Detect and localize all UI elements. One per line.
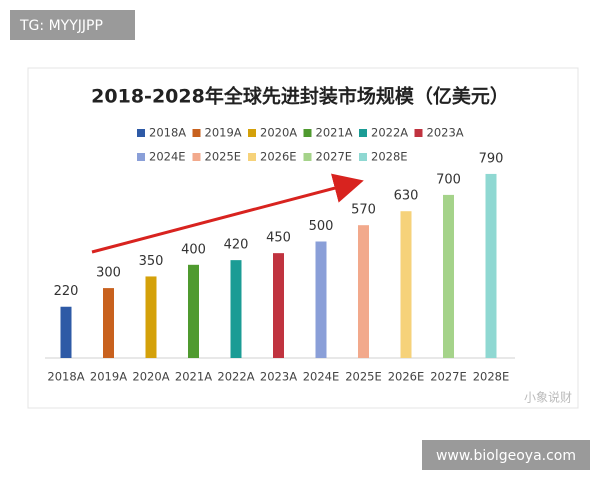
x-tick-label: 2024E xyxy=(303,370,340,384)
legend-label: 2020A xyxy=(260,126,297,140)
legend-swatch xyxy=(248,129,256,137)
legend-swatch xyxy=(248,153,256,161)
watermark: 小象说财 xyxy=(524,390,572,405)
value-label: 300 xyxy=(96,266,121,281)
trend-arrow xyxy=(91,173,364,254)
legend-swatch xyxy=(359,129,367,137)
x-tick-label: 2025E xyxy=(345,370,382,384)
legend-label: 2022A xyxy=(371,126,408,140)
legend-swatch xyxy=(303,129,312,137)
badge-box xyxy=(10,10,135,40)
legend-swatch xyxy=(303,153,312,161)
legend-label: 2028E xyxy=(371,150,408,164)
x-tick-label: 2028E xyxy=(473,370,510,384)
legend-label: 2019A xyxy=(205,126,242,140)
bar xyxy=(358,225,369,358)
legend-swatch xyxy=(137,129,145,137)
legend-swatch xyxy=(414,129,423,137)
legend-label: 2024E xyxy=(149,150,186,164)
value-label: 400 xyxy=(181,242,206,257)
value-label: 420 xyxy=(224,238,249,253)
legend-swatch xyxy=(137,153,145,161)
value-label: 350 xyxy=(139,254,164,269)
x-tick-label: 2018A xyxy=(47,370,84,384)
legend-label: 2026E xyxy=(260,150,297,164)
legend-label: 2018A xyxy=(149,126,186,140)
legend-swatch xyxy=(359,153,367,161)
legend-label: 2025E xyxy=(205,150,242,164)
legend-label: 2023A xyxy=(427,126,464,140)
badge: TG: MYYJJPP xyxy=(19,18,103,34)
x-tick-label: 2020A xyxy=(132,370,169,384)
x-tick-label: 2021A xyxy=(175,370,212,384)
footer-box xyxy=(422,440,590,470)
bar xyxy=(443,194,454,358)
legend-swatch xyxy=(192,153,201,161)
bar xyxy=(400,211,412,358)
bar xyxy=(145,276,157,358)
value-label: 790 xyxy=(479,151,504,166)
x-tick-label: 2023A xyxy=(260,370,297,384)
bar xyxy=(188,264,199,358)
bar xyxy=(60,306,72,358)
x-tick-label: 2022A xyxy=(217,370,254,384)
value-label: 220 xyxy=(54,284,79,299)
bar xyxy=(230,260,242,358)
chart-title: 2018-2028年全球先进封装市场规模（亿美元） xyxy=(91,85,509,108)
value-label: 570 xyxy=(351,203,376,218)
x-tick-label: 2019A xyxy=(90,370,127,384)
x-tick-label: 2026E xyxy=(388,370,425,384)
value-label: 700 xyxy=(436,172,461,187)
legend-label: 2021A xyxy=(316,126,353,140)
bar xyxy=(273,253,284,358)
legend-label: 2027E xyxy=(316,150,353,164)
legend-swatch xyxy=(192,129,201,137)
x-tick-label: 2027E xyxy=(430,370,467,384)
bar xyxy=(485,173,497,358)
value-label: 630 xyxy=(394,189,419,204)
bar xyxy=(315,241,327,358)
bar xyxy=(103,288,114,358)
value-label: 500 xyxy=(309,219,334,234)
value-label: 450 xyxy=(266,231,291,246)
footer: www.biolgeoya.com xyxy=(436,448,576,464)
